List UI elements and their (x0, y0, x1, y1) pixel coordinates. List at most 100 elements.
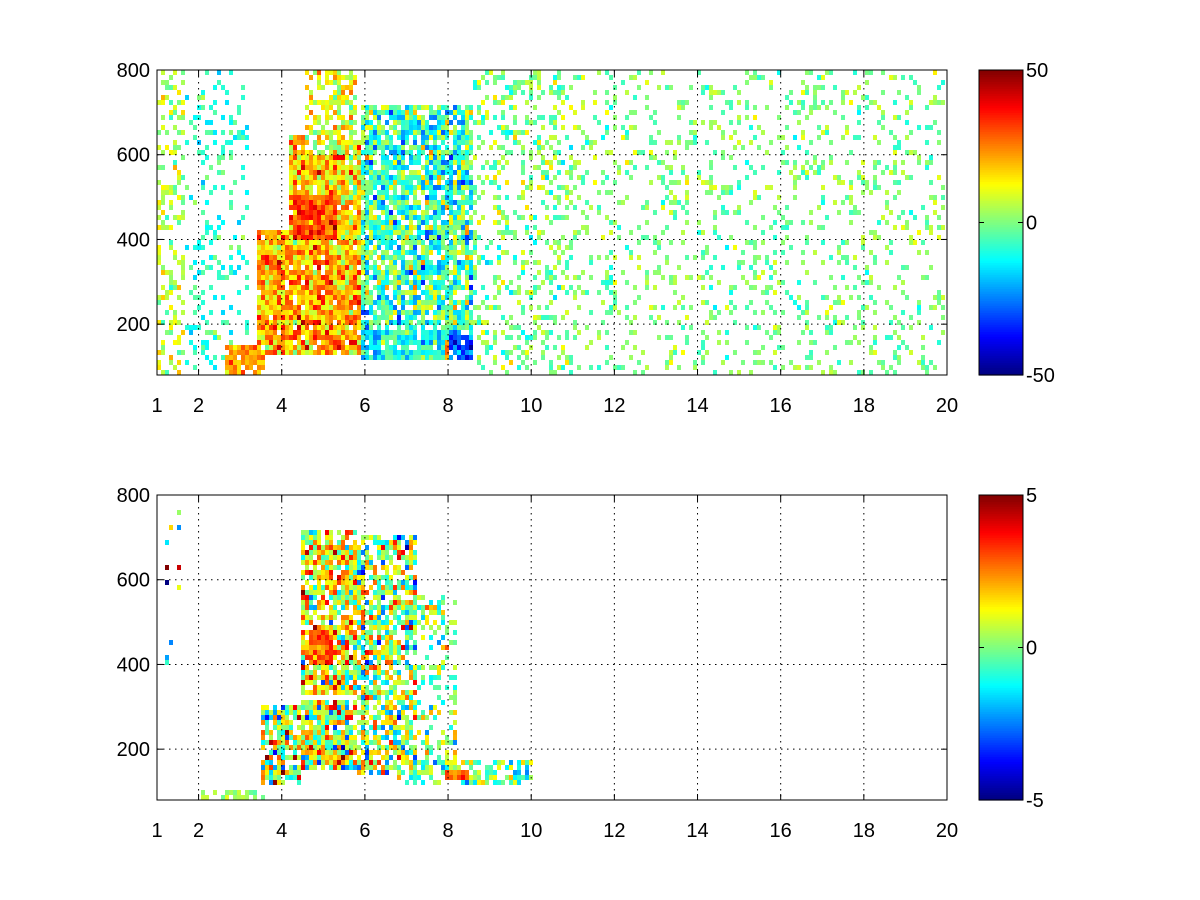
heatmap-cell (393, 205, 397, 210)
heatmap-cell (321, 285, 325, 290)
heatmap-cell (313, 585, 317, 590)
heatmap-cell (269, 340, 273, 345)
heatmap-cell (377, 140, 381, 145)
heatmap-cell (429, 155, 433, 160)
heatmap-cell (877, 185, 881, 190)
heatmap-cell (893, 370, 897, 375)
heatmap-cell (645, 200, 649, 205)
heatmap-cell (265, 725, 269, 730)
heatmap-cell (609, 355, 613, 360)
heatmap-cell (281, 275, 285, 280)
heatmap-cell (345, 205, 349, 210)
heatmap-cell (157, 295, 161, 300)
heatmap-cell (325, 665, 329, 670)
heatmap-cell (437, 355, 441, 360)
heatmap-cell (341, 335, 345, 340)
heatmap-cell (465, 230, 469, 235)
heatmap-cell (345, 195, 349, 200)
heatmap-cell (261, 730, 265, 735)
heatmap-cell (681, 105, 685, 110)
heatmap-cell (337, 130, 341, 135)
heatmap-cell (705, 245, 709, 250)
heatmap-cell (357, 325, 361, 330)
heatmap-cell (297, 260, 301, 265)
heatmap-cell (413, 145, 417, 150)
heatmap-cell (321, 310, 325, 315)
heatmap-cell (345, 190, 349, 195)
heatmap-cell (425, 250, 429, 255)
heatmap-cell (497, 210, 501, 215)
heatmap-cell (265, 275, 269, 280)
heatmap-cell (277, 325, 281, 330)
heatmap-cell (157, 225, 161, 230)
heatmap-cell (209, 285, 213, 290)
heatmap-cell (273, 335, 277, 340)
heatmap-cell (829, 140, 833, 145)
heatmap-cell (393, 260, 397, 265)
heatmap-cell (641, 350, 645, 355)
heatmap-cell (333, 155, 337, 160)
heatmap-cell (249, 345, 253, 350)
heatmap-cell (737, 120, 741, 125)
heatmap-cell (329, 280, 333, 285)
heatmap-cell (345, 530, 349, 535)
heatmap-cell (265, 290, 269, 295)
heatmap-cell (285, 295, 289, 300)
heatmap-cell (309, 765, 313, 770)
colorbar-band (979, 184, 1023, 188)
heatmap-cell (709, 275, 713, 280)
colorbar-band (979, 151, 1023, 154)
heatmap-cell (349, 250, 353, 255)
heatmap-cell (521, 215, 525, 220)
heatmap-cell (361, 220, 365, 225)
heatmap-cell (389, 265, 393, 270)
heatmap-cell (313, 115, 317, 120)
heatmap-cell (685, 340, 689, 345)
heatmap-cell (165, 225, 169, 230)
heatmap-cell (657, 315, 661, 320)
heatmap-cell (257, 305, 261, 310)
heatmap-cell (301, 575, 305, 580)
heatmap-cell (161, 185, 165, 190)
heatmap-cell (313, 280, 317, 285)
heatmap-cell (257, 250, 261, 255)
heatmap-cell (565, 215, 569, 220)
heatmap-cell (261, 795, 265, 800)
heatmap-cell (901, 290, 905, 295)
heatmap-cell (461, 175, 465, 180)
heatmap-cell (405, 195, 409, 200)
heatmap-cell (329, 660, 333, 665)
heatmap-cell (281, 310, 285, 315)
heatmap-cell (657, 270, 661, 275)
heatmap-cell (349, 625, 353, 630)
heatmap-cell (289, 180, 293, 185)
heatmap-cell (349, 350, 353, 355)
heatmap-cell (277, 765, 281, 770)
heatmap-cell (469, 220, 473, 225)
heatmap-cell (857, 210, 861, 215)
heatmap-cell (421, 115, 425, 120)
heatmap-cell (369, 225, 373, 230)
heatmap-cell (701, 90, 705, 95)
heatmap-cell (469, 325, 473, 330)
heatmap-cell (569, 200, 573, 205)
heatmap-cell (521, 90, 525, 95)
heatmap-cell (369, 125, 373, 130)
heatmap-cell (237, 110, 241, 115)
heatmap-cell (193, 135, 197, 140)
heatmap-cell (897, 180, 901, 185)
heatmap-cell (317, 285, 321, 290)
heatmap-cell (553, 175, 557, 180)
heatmap-cell (709, 120, 713, 125)
heatmap-cell (325, 570, 329, 575)
heatmap-cell (381, 125, 385, 130)
heatmap-cell (605, 215, 609, 220)
heatmap-cell (301, 560, 305, 565)
heatmap-cell (297, 265, 301, 270)
heatmap-cell (505, 355, 509, 360)
heatmap-cell (317, 180, 321, 185)
heatmap-cell (325, 530, 329, 535)
heatmap-cell (313, 330, 317, 335)
heatmap-cell (857, 340, 861, 345)
heatmap-cell (685, 335, 689, 340)
